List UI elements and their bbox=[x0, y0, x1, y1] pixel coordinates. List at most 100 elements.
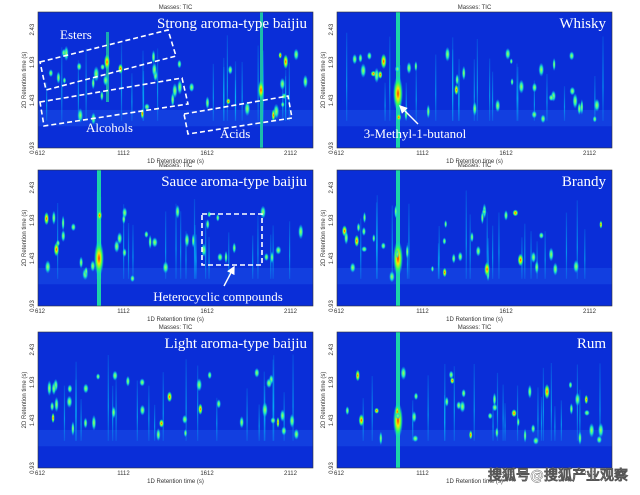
spot bbox=[216, 213, 220, 222]
streak bbox=[154, 404, 156, 441]
spot bbox=[266, 378, 272, 389]
spot bbox=[51, 381, 57, 396]
spot bbox=[275, 245, 282, 255]
streak bbox=[180, 211, 182, 279]
spot bbox=[538, 232, 544, 239]
streak bbox=[288, 221, 291, 279]
streak bbox=[498, 212, 500, 279]
spot bbox=[97, 210, 103, 221]
streak bbox=[533, 80, 536, 121]
arrow bbox=[399, 105, 419, 125]
spot bbox=[569, 402, 574, 415]
streak bbox=[136, 380, 138, 441]
spot bbox=[444, 219, 448, 229]
spot bbox=[492, 392, 497, 407]
panel: Masses: TIC Strong aroma-type baijiu 612 11… bbox=[22, 5, 314, 165]
spot bbox=[444, 396, 449, 407]
streak bbox=[389, 36, 391, 121]
streak bbox=[496, 372, 499, 441]
streak bbox=[142, 50, 144, 121]
streak bbox=[408, 203, 410, 279]
spot bbox=[278, 51, 282, 59]
plot-frame bbox=[336, 331, 613, 469]
spot bbox=[448, 370, 454, 379]
spot bbox=[442, 237, 447, 245]
spot bbox=[177, 79, 183, 95]
y-tick-label: 1.93 bbox=[30, 376, 36, 388]
spot bbox=[125, 375, 131, 387]
spot bbox=[184, 232, 190, 248]
spot bbox=[61, 229, 66, 243]
spot bbox=[360, 63, 367, 78]
annotation: Alcohols bbox=[86, 120, 133, 135]
x-axis-label: 1D Retention time (s) bbox=[147, 479, 204, 485]
header: Masses: TIC bbox=[458, 5, 492, 11]
spot bbox=[62, 77, 67, 84]
x-axis-label: 1D Retention time (s) bbox=[147, 159, 204, 165]
spot bbox=[144, 230, 149, 239]
spot bbox=[518, 79, 525, 94]
streak bbox=[530, 231, 532, 279]
spot bbox=[227, 65, 233, 75]
streak bbox=[427, 375, 429, 441]
spot bbox=[270, 417, 276, 424]
streak bbox=[175, 203, 177, 279]
streak bbox=[405, 82, 407, 121]
panel-title: Sauce aroma-type baijiu bbox=[161, 174, 307, 190]
spot bbox=[552, 262, 558, 276]
spot bbox=[374, 67, 380, 84]
spot bbox=[205, 96, 210, 110]
streak bbox=[77, 60, 80, 121]
streak bbox=[492, 405, 494, 441]
x-tick-label: 1612 bbox=[499, 309, 513, 315]
y-tick-label: 0.93 bbox=[30, 300, 36, 312]
x-tick-label: 612 bbox=[35, 309, 46, 315]
y-tick-label: 2.43 bbox=[329, 23, 335, 35]
spot bbox=[130, 274, 135, 283]
spot bbox=[372, 233, 376, 243]
spot bbox=[258, 80, 264, 100]
panel: Masses: TIC Light aroma-type baijiu 612 111… bbox=[22, 325, 314, 485]
y-tick-label: 0.93 bbox=[329, 300, 335, 312]
x-axis-label: 1D Retention time (s) bbox=[446, 159, 503, 165]
spot bbox=[51, 210, 56, 226]
spot bbox=[366, 51, 372, 61]
streak bbox=[292, 354, 294, 441]
x-tick-label: 1612 bbox=[200, 471, 214, 477]
panel: Masses: TIC Brandy 612 1112 1612 2112 1D Reten… bbox=[321, 163, 613, 323]
streak bbox=[473, 363, 475, 441]
streak bbox=[360, 218, 362, 279]
spot bbox=[279, 77, 286, 91]
spot bbox=[461, 65, 466, 81]
streak bbox=[584, 229, 586, 279]
streak bbox=[375, 202, 378, 279]
spot bbox=[102, 74, 109, 87]
spot bbox=[411, 410, 417, 423]
spot bbox=[191, 233, 195, 248]
streak bbox=[131, 73, 133, 121]
spot bbox=[76, 62, 82, 71]
spot bbox=[461, 388, 466, 398]
x-tick-label: 1112 bbox=[416, 309, 429, 315]
spot bbox=[475, 245, 481, 257]
spot bbox=[596, 435, 602, 444]
x-tick-label: 612 bbox=[334, 151, 345, 157]
y-tick-label: 0.93 bbox=[329, 462, 335, 474]
spot bbox=[580, 99, 584, 115]
streak bbox=[185, 231, 187, 279]
spot bbox=[540, 114, 546, 124]
spot bbox=[224, 250, 228, 264]
arrow bbox=[223, 265, 235, 287]
streak bbox=[536, 241, 538, 279]
spot bbox=[239, 416, 244, 429]
spot bbox=[264, 252, 269, 262]
y-tick-label: 1.43 bbox=[329, 252, 335, 264]
spot bbox=[95, 373, 101, 380]
spot bbox=[281, 93, 287, 100]
y-tick-label: 1.43 bbox=[30, 252, 36, 264]
plot-frame bbox=[37, 11, 314, 149]
spot bbox=[196, 378, 202, 392]
x-tick-label: 1612 bbox=[499, 471, 513, 477]
spot bbox=[599, 220, 603, 229]
y-axis-label: 2D Retention time (s) bbox=[22, 210, 28, 267]
